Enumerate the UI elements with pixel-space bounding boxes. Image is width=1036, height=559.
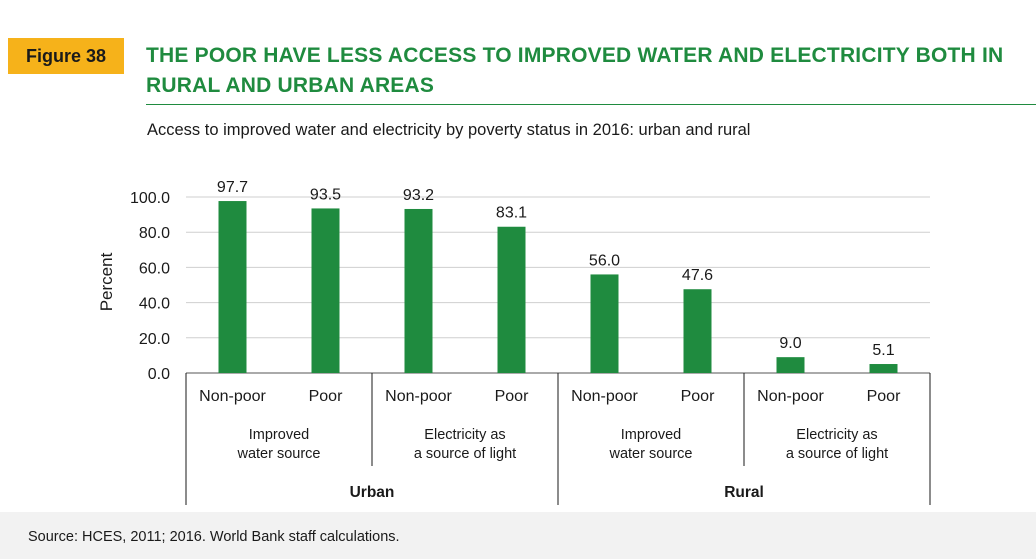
bar-chart: 0.0 20.0 40.0 60.0 80.0 100.0 Percent 97.7 Non-p… <box>97 179 931 505</box>
bar <box>590 274 619 373</box>
y-tick-label: 20.0 <box>139 331 170 348</box>
category-label: Poor <box>495 388 529 405</box>
source-note: Source: HCES, 2011; 2016. World Bank sta… <box>28 529 400 545</box>
category-label: Poor <box>681 388 715 405</box>
bar <box>311 208 340 373</box>
y-tick-label: 80.0 <box>139 225 170 242</box>
data-label: 93.2 <box>403 187 434 204</box>
figure-badge: Figure 38 <box>8 38 124 74</box>
y-tick-label: 60.0 <box>139 260 170 277</box>
data-label: 47.6 <box>682 267 713 284</box>
subgroup-label: Electricity as <box>796 427 877 443</box>
data-label: 83.1 <box>496 205 527 222</box>
data-label: 9.0 <box>779 335 801 352</box>
category-label: Non-poor <box>571 388 638 405</box>
subgroup-label: Improved <box>621 427 681 443</box>
data-label: 5.1 <box>872 342 894 359</box>
bar <box>218 201 247 373</box>
bar <box>683 289 712 373</box>
bar <box>776 357 805 373</box>
group-label: Urban <box>350 484 395 501</box>
data-label: 97.7 <box>217 179 248 196</box>
subgroup-label: Electricity as <box>424 427 505 443</box>
y-axis-label: Percent <box>97 252 116 311</box>
category-label: Poor <box>867 388 901 405</box>
title-divider <box>146 104 1036 105</box>
y-tick-label: 40.0 <box>139 296 170 313</box>
subgroup-label: a source of light <box>786 446 888 462</box>
category-label: Poor <box>309 388 343 405</box>
data-label: 93.5 <box>310 186 341 203</box>
subgroup-label: water source <box>608 446 692 462</box>
category-label: Non-poor <box>757 388 824 405</box>
category-label: Non-poor <box>199 388 266 405</box>
group-label: Rural <box>724 484 764 501</box>
bar <box>497 226 526 373</box>
category-label: Non-poor <box>385 388 452 405</box>
y-tick-label: 100.0 <box>130 190 170 207</box>
subgroup-label: water source <box>236 446 320 462</box>
y-tick-label: 0.0 <box>148 366 170 383</box>
bar <box>404 208 433 373</box>
bar <box>869 364 898 373</box>
subgroup-label: Improved <box>249 427 309 443</box>
data-label: 56.0 <box>589 252 620 269</box>
subgroup-label: a source of light <box>414 446 516 462</box>
figure-title: THE POOR HAVE LESS ACCESS TO IMPROVED WA… <box>146 44 1004 97</box>
chart-subtitle: Access to improved water and electricity… <box>147 121 751 139</box>
